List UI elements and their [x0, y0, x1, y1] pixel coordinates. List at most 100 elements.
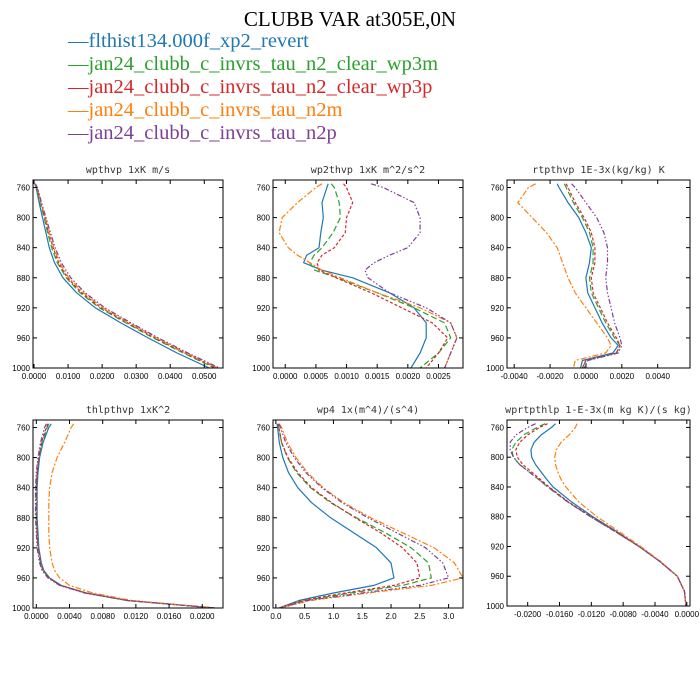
y-tick-label: 960: [17, 574, 31, 583]
legend-item: — jan24_clubb_c_invrs_tau_n2m: [68, 99, 438, 122]
x-tick-label: 1.5: [357, 612, 369, 621]
legend-label: jan24_clubb_c_invrs_tau_n2_clear_wp3p: [88, 76, 433, 98]
x-tick-label: -0.0080: [610, 610, 638, 619]
y-tick-label: 920: [17, 544, 31, 553]
x-tick-label: 0.0015: [365, 372, 390, 381]
x-tick-label: 0.0020: [396, 372, 421, 381]
x-tick-label: -0.0040: [501, 372, 529, 381]
x-tick-label: 0.0: [270, 612, 282, 621]
y-tick-label: 880: [257, 514, 271, 523]
x-tick-label: 0.0000: [22, 372, 47, 381]
y-tick-label: 800: [17, 454, 31, 463]
plot-frame: [506, 179, 691, 369]
y-tick-label: 880: [257, 274, 271, 283]
series-line-2: [511, 423, 687, 606]
legend-label: flthist134.000f_xp2_revert: [88, 30, 309, 52]
y-tick-label: 920: [491, 304, 505, 313]
series-line-4: [278, 423, 463, 608]
x-tick-label: -0.0200: [514, 610, 542, 619]
series-line-3: [277, 423, 421, 608]
y-tick-label: 960: [257, 574, 271, 583]
series-line-5: [364, 183, 458, 368]
series-line-1: [276, 423, 395, 608]
y-tick-label: 1000: [486, 364, 504, 373]
legend-item: — jan24_clubb_c_invrs_tau_n2_clear_wp3p: [68, 76, 438, 99]
series-line-4: [278, 183, 458, 368]
series-line-3: [35, 423, 215, 608]
x-tick-label: -0.0020: [536, 372, 564, 381]
series-group: [276, 423, 463, 608]
plot-frame: [32, 179, 224, 369]
x-tick-label: 0.0000: [24, 612, 49, 621]
x-tick-label: 0.0020: [610, 372, 635, 381]
y-tick-label: 760: [491, 184, 505, 193]
series-line-3: [34, 183, 217, 368]
x-tick-label: 2.0: [385, 612, 397, 621]
legend-dash: —: [68, 76, 89, 98]
x-tick-label: 0.0000: [675, 610, 700, 619]
y-tick-label: 800: [17, 214, 31, 223]
figure-title: CLUBB VAR at305E,0N: [243, 7, 457, 31]
x-tick-label: 0.0040: [645, 372, 670, 381]
y-tick-label: 840: [257, 484, 271, 493]
y-tick-label: 800: [491, 453, 505, 462]
plot-frame: [272, 179, 464, 369]
y-tick-label: 800: [257, 214, 271, 223]
y-tick-label: 920: [257, 544, 271, 553]
series-line-2: [563, 183, 621, 368]
x-tick-label: -0.0160: [546, 610, 574, 619]
y-tick-label: 840: [17, 244, 31, 253]
series-line-1: [34, 183, 210, 368]
legend-label: jan24_clubb_c_invrs_tau_n2_clear_wp3m: [88, 53, 439, 75]
series-group: [517, 183, 623, 368]
y-tick-label: 920: [491, 542, 505, 551]
series-group: [509, 423, 687, 606]
legend-dash: —: [68, 122, 89, 144]
series-line-1: [303, 183, 427, 368]
series-line-5: [571, 183, 623, 368]
legend: — flthist134.000f_xp2_revert — jan24_club…: [68, 30, 438, 145]
series-line-2: [277, 423, 432, 608]
y-tick-label: 760: [491, 423, 505, 432]
y-tick-label: 840: [257, 244, 271, 253]
legend-label: jan24_clubb_c_invrs_tau_n2m: [88, 99, 343, 121]
series-line-1: [556, 183, 619, 368]
series-line-5: [278, 423, 450, 608]
x-tick-label: 0.0200: [90, 372, 115, 381]
y-tick-label: 960: [491, 334, 505, 343]
plot-frame: [32, 419, 224, 609]
y-tick-label: 760: [257, 184, 271, 193]
series-line-3: [515, 423, 687, 606]
x-tick-label: 0.0300: [124, 372, 149, 381]
panel-title: rtpthvp 1E-3x(kg/kg) K: [532, 165, 664, 176]
y-tick-label: 960: [17, 334, 31, 343]
y-tick-label: 1000: [252, 364, 270, 373]
y-tick-label: 1000: [12, 604, 30, 613]
legend-dash: —: [68, 30, 89, 52]
x-tick-label: -0.0120: [578, 610, 606, 619]
x-tick-label: 0.0025: [426, 372, 451, 381]
legend-item: — jan24_clubb_c_invrs_tau_n2p: [68, 122, 438, 145]
y-tick-label: 880: [17, 274, 31, 283]
plot-frame: [272, 419, 464, 609]
y-tick-label: 960: [257, 334, 271, 343]
series-line-5: [34, 423, 215, 608]
series-line-5: [509, 423, 687, 606]
series-line-4: [554, 423, 687, 606]
y-tick-label: 800: [257, 454, 271, 463]
y-tick-label: 880: [491, 274, 505, 283]
legend-label: jan24_clubb_c_invrs_tau_n2p: [88, 122, 337, 144]
series-group: [34, 423, 215, 608]
panel-6: wprtpthlp 1-E-3x(m kg K)/(s kg)760 800 840…: [486, 405, 699, 619]
y-tick-label: 840: [491, 483, 505, 492]
y-tick-label: 1000: [252, 604, 270, 613]
x-tick-label: -0.0040: [641, 610, 669, 619]
x-tick-label: 0.5: [299, 612, 311, 621]
series-line-2: [309, 183, 452, 368]
panel-2: wp2thvp 1xK m^2/s^2 760 800 840 880 920 960 100…: [252, 165, 464, 381]
legend-dash: —: [68, 99, 89, 121]
legend-item: — flthist134.000f_xp2_revert: [68, 30, 438, 53]
y-tick-label: 960: [491, 572, 505, 581]
